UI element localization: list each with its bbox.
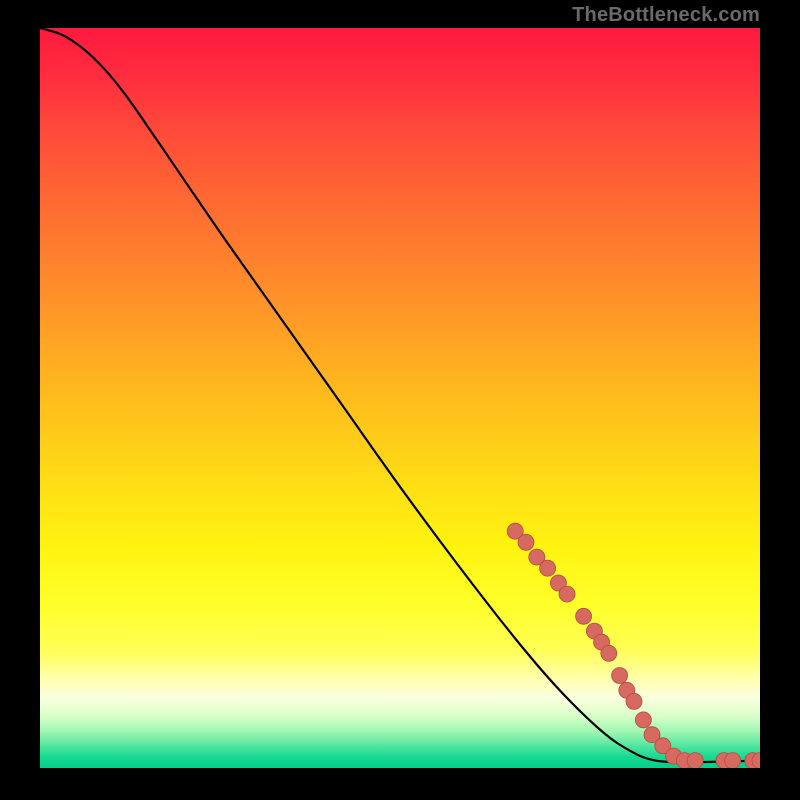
gradient-background (40, 28, 760, 768)
data-marker (635, 712, 651, 728)
data-marker (518, 534, 534, 550)
data-marker (626, 693, 642, 709)
data-marker (725, 753, 741, 768)
data-marker (559, 586, 575, 602)
watermark-text: TheBottleneck.com (572, 4, 760, 27)
data-marker (612, 668, 628, 684)
data-marker (576, 608, 592, 624)
data-marker (687, 753, 703, 768)
data-marker (601, 645, 617, 661)
data-marker (540, 560, 556, 576)
plot-area (40, 28, 760, 768)
figure-stage: TheBottleneck.com (0, 0, 800, 800)
plot-svg (40, 28, 760, 768)
